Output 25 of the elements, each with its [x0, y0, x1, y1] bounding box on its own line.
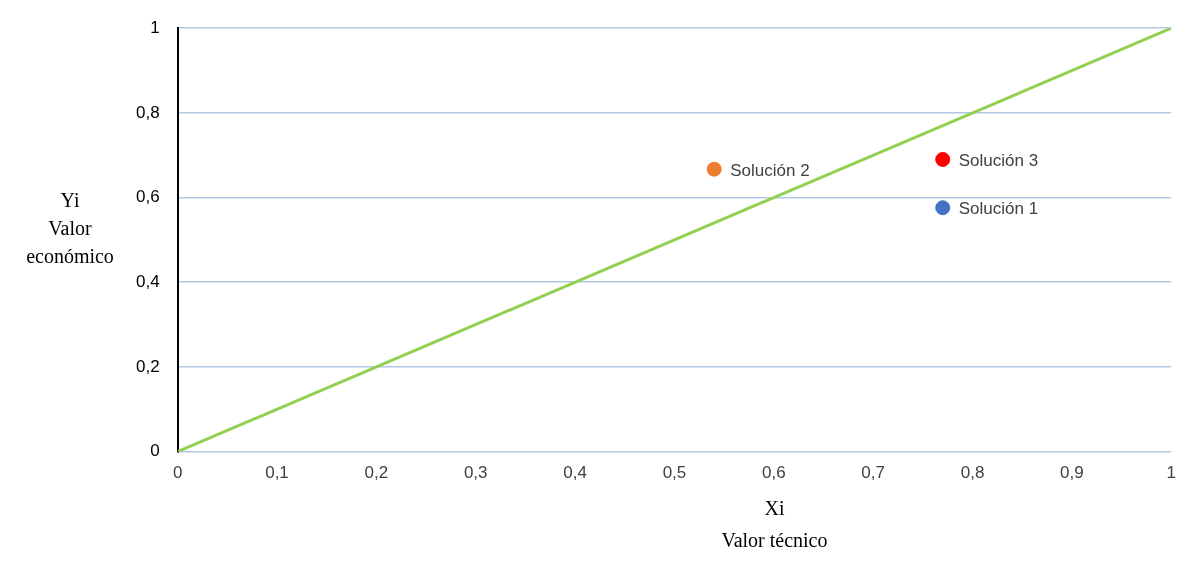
point — [935, 200, 951, 216]
x-tick-label: 0,3 — [463, 463, 488, 483]
x-tick-label: 0,6 — [762, 463, 786, 483]
y-tick-label: 0,6 — [135, 187, 160, 207]
x-tick-label: 0 — [172, 463, 183, 483]
y-tick-label: 1 — [150, 17, 160, 37]
x-tick-label: 0,7 — [861, 463, 885, 483]
series-label: Solución 2 — [730, 160, 810, 180]
series-label: Solución 3 — [958, 151, 1039, 171]
y-tick-label: 0,2 — [135, 356, 160, 376]
x-tick-label: 0,5 — [662, 463, 687, 483]
x-tick-label: 0,8 — [960, 463, 985, 483]
y-tick-label: 0,8 — [135, 102, 160, 122]
x-tick-label: 0,4 — [563, 463, 587, 483]
series-label: Solución 1 — [958, 199, 1039, 219]
x-tick-label: 1 — [1166, 463, 1177, 483]
point — [935, 151, 951, 167]
x-tick-label: 0,1 — [265, 463, 289, 483]
x-tick-label: 0,9 — [1060, 463, 1084, 483]
x-tick-label: 0,2 — [364, 463, 389, 483]
y-tick-label: 0,4 — [135, 271, 160, 291]
y-tick-label: 0 — [150, 441, 160, 461]
y-axis-title: Yi Valor económico — [26, 189, 114, 268]
x-axis-title: Xi Valor técnico — [721, 496, 828, 551]
point — [706, 161, 722, 177]
